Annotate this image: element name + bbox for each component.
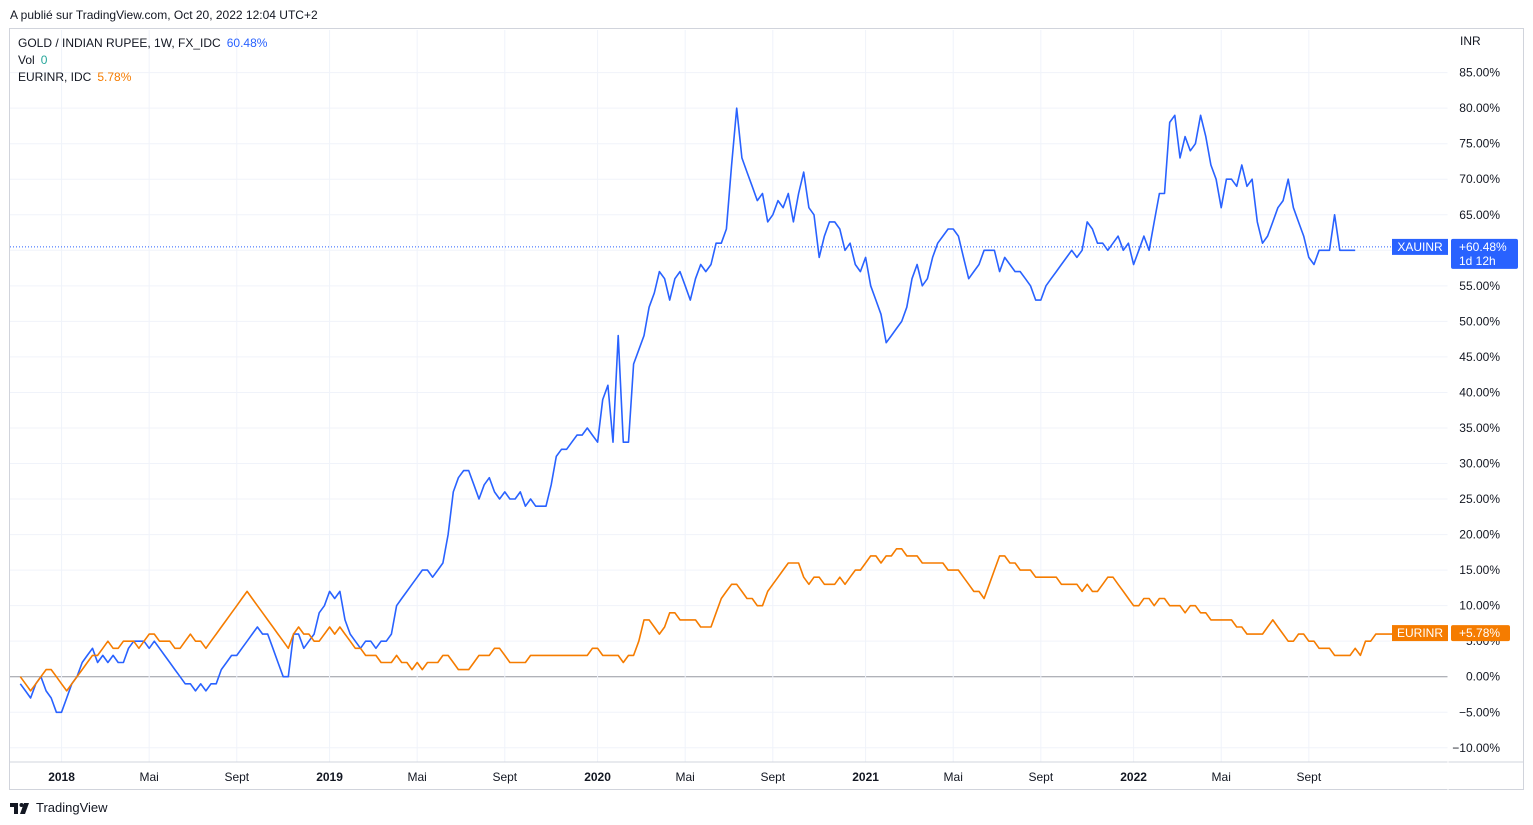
x-tick-label: Mai [139,770,158,784]
y-tick-label: 0.00% [1466,670,1500,684]
x-tick-label: Mai [676,770,695,784]
legend-row-xauinr[interactable]: GOLD / INDIAN RUPEE, 1W, FX_IDC 60.48% [18,35,267,52]
eurinr-symbol-text: EURINR [1397,626,1443,640]
y-tick-label: 55.00% [1459,279,1500,293]
y-tick-label: 10.00% [1459,599,1500,613]
y-tick-label: 30.00% [1459,457,1500,471]
y-tick-label: 85.00% [1459,66,1500,80]
legend-row-eurinr[interactable]: EURINR, IDC 5.78% [18,69,267,86]
chart-legend: GOLD / INDIAN RUPEE, 1W, FX_IDC 60.48% Vo… [18,35,267,86]
y-tick-label: 50.00% [1459,314,1500,328]
legend-value-xauinr: 60.48% [226,36,268,50]
x-tick-label: 2018 [48,770,75,784]
y-tick-label: 75.00% [1459,137,1500,151]
chart-frame [9,28,1524,790]
x-tick-label: Sept [760,770,785,784]
legend-value-eurinr: 5.78% [97,70,132,84]
x-tick-label: 2019 [316,770,343,784]
x-tick-label: Sept [224,770,249,784]
x-tick-label: Sept [1296,770,1321,784]
x-tick-label: Mai [408,770,427,784]
xauinr-symbol-text: XAUINR [1397,240,1443,254]
legend-label-eurinr: EURINR, IDC [18,70,92,84]
y-tick-label: 40.00% [1459,385,1500,399]
eurinr-value-text: +5.78% [1459,626,1500,640]
y-tick-label: 45.00% [1459,350,1500,364]
tradingview-logo-icon [10,802,29,814]
legend-label-vol: Vol [18,53,35,67]
legend-row-vol[interactable]: Vol 0 [18,52,267,69]
eurinr-value-tag [1451,625,1510,642]
series-line-xauinr[interactable] [19,107,1356,714]
series-line-eurinr[interactable] [19,547,1412,692]
xauinr-value-text: +60.48% [1459,240,1507,254]
y-tick-label: 35.00% [1459,421,1500,435]
legend-label-xauinr: GOLD / INDIAN RUPEE, 1W, FX_IDC [18,36,221,50]
tradingview-logo[interactable]: TradingView [10,800,108,815]
y-tick-label: 80.00% [1459,101,1500,115]
eurinr-symbol-tag [1392,625,1448,642]
x-tick-label: Mai [944,770,963,784]
x-tick-label: Sept [1028,770,1053,784]
y-tick-label: 65.00% [1459,208,1500,222]
y-tick-label: −5.00% [1459,705,1500,719]
publish-caption: A publié sur TradingView.com, Oct 20, 20… [10,8,318,22]
brand-name: TradingView [36,800,108,815]
y-tick-label: 20.00% [1459,528,1500,542]
x-tick-label: Sept [492,770,517,784]
y-tick-label: 70.00% [1459,172,1500,186]
legend-value-vol: 0 [40,53,48,67]
x-tick-label: 2022 [1120,770,1147,784]
y-tick-label: −10.00% [1452,741,1500,755]
y-tick-label: 15.00% [1459,563,1500,577]
xauinr-countdown-text: 1d 12h [1459,254,1496,268]
x-tick-label: Mai [1212,770,1231,784]
x-tick-label: 2021 [852,770,879,784]
xauinr-value-tag [1451,238,1518,269]
xauinr-symbol-tag [1392,238,1448,255]
y-tick-label: 25.00% [1459,492,1500,506]
y-unit-label: INR [1460,34,1481,48]
x-tick-label: 2020 [584,770,611,784]
